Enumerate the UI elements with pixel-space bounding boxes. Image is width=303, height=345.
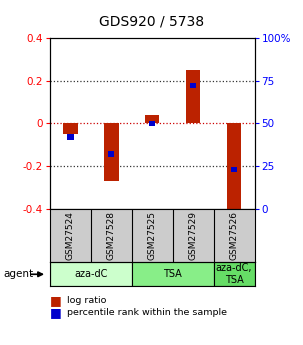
Bar [67, 134, 74, 140]
Text: aza-dC: aza-dC [74, 269, 108, 279]
Text: percentile rank within the sample: percentile rank within the sample [67, 308, 227, 317]
Bar [186, 70, 200, 123]
Text: TSA: TSA [163, 269, 182, 279]
Text: GSM27528: GSM27528 [107, 211, 116, 260]
Bar [104, 123, 118, 181]
Text: GSM27524: GSM27524 [66, 211, 75, 260]
Text: aza-dC,
TSA: aza-dC, TSA [216, 264, 252, 285]
Bar [132, 262, 214, 286]
Text: ■: ■ [50, 294, 62, 307]
Bar [145, 115, 159, 123]
Text: GDS920 / 5738: GDS920 / 5738 [99, 14, 204, 28]
Bar [50, 262, 132, 286]
Bar [227, 123, 241, 213]
Bar [108, 151, 115, 157]
Text: GSM27526: GSM27526 [230, 211, 238, 260]
Text: log ratio: log ratio [67, 296, 106, 305]
Bar [214, 262, 255, 286]
Bar [63, 123, 78, 134]
Text: GSM27529: GSM27529 [189, 211, 198, 260]
Text: GSM27525: GSM27525 [148, 211, 157, 260]
Bar [190, 83, 196, 88]
Text: agent: agent [3, 269, 33, 279]
Bar [149, 121, 155, 126]
Bar [231, 167, 237, 172]
Text: ■: ■ [50, 306, 62, 319]
